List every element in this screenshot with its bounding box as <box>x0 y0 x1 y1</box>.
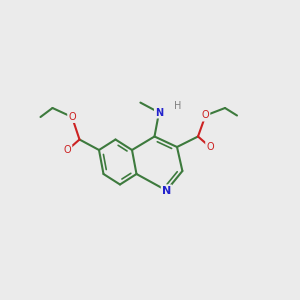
Text: O: O <box>64 145 71 155</box>
Text: O: O <box>206 142 214 152</box>
Text: N: N <box>162 185 171 196</box>
Text: O: O <box>202 110 209 121</box>
Text: O: O <box>68 112 76 122</box>
Text: N: N <box>155 107 163 118</box>
Text: H: H <box>174 100 182 111</box>
